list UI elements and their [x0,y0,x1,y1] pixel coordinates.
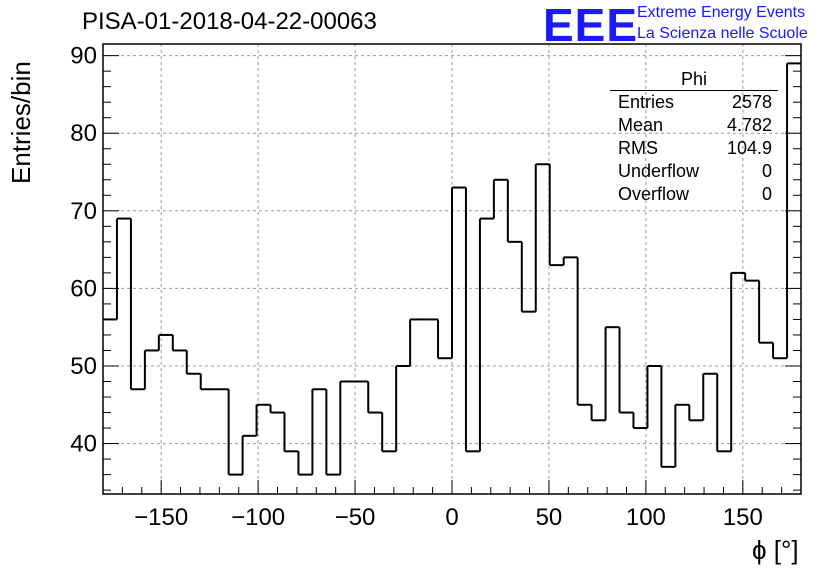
x-tick-label: 0 [445,504,458,531]
logo-subtitle-1: Extreme Energy Events [637,4,806,21]
x-tick-label: 100 [626,504,666,531]
stats-label: RMS [618,138,658,158]
x-tick-label: 150 [723,504,763,531]
stats-label: Entries [618,92,675,112]
stats-row-underflow: Underflow 0 [610,160,778,183]
y-tick-label: 80 [70,120,97,147]
stats-label: Overflow [618,184,690,204]
stats-value: 104.9 [726,138,772,158]
logo-subtitle-2: La Scienza nelle Scuole [637,25,808,42]
axis-tick-labels: −150 −100 −50 0 50 100 150 40 50 60 70 80 90 [70,43,763,531]
y-tick-label: 90 [70,43,97,70]
stats-value: 0 [761,161,772,181]
x-tick-label: −150 [134,504,188,531]
stats-value: 2578 [731,92,772,112]
stats-label: Underflow [618,161,700,181]
x-axis-label: ϕ [°] [752,535,799,565]
stats-row-mean: Mean 4.782 [610,114,778,137]
axis-ticks [103,55,801,494]
y-tick-label: 40 [70,431,97,458]
x-tick-label: 50 [536,504,563,531]
stats-value: 4.782 [726,115,772,135]
stats-box: Phi Entries 2578 Mean 4.782 RMS 104.9 Un… [610,68,778,206]
stats-label: Mean [618,115,664,135]
stats-value: 0 [761,184,772,204]
y-tick-label: 60 [70,275,97,302]
y-axis-label: Entries/bin [6,61,36,184]
stats-row-overflow: Overflow 0 [610,183,778,206]
histogram-series [103,62,801,476]
eee-logo: EEE [543,0,639,51]
y-tick-label: 70 [70,198,97,225]
plot-frame [102,43,802,495]
y-tick-label: 50 [70,353,97,380]
x-tick-label: −100 [231,504,285,531]
x-tick-label: −50 [335,504,376,531]
stats-row-entries: Entries 2578 [610,91,778,114]
chart-title: PISA-01-2018-04-22-00063 [82,8,377,35]
stats-box-title: Phi [610,68,778,91]
stats-row-rms: RMS 104.9 [610,137,778,160]
